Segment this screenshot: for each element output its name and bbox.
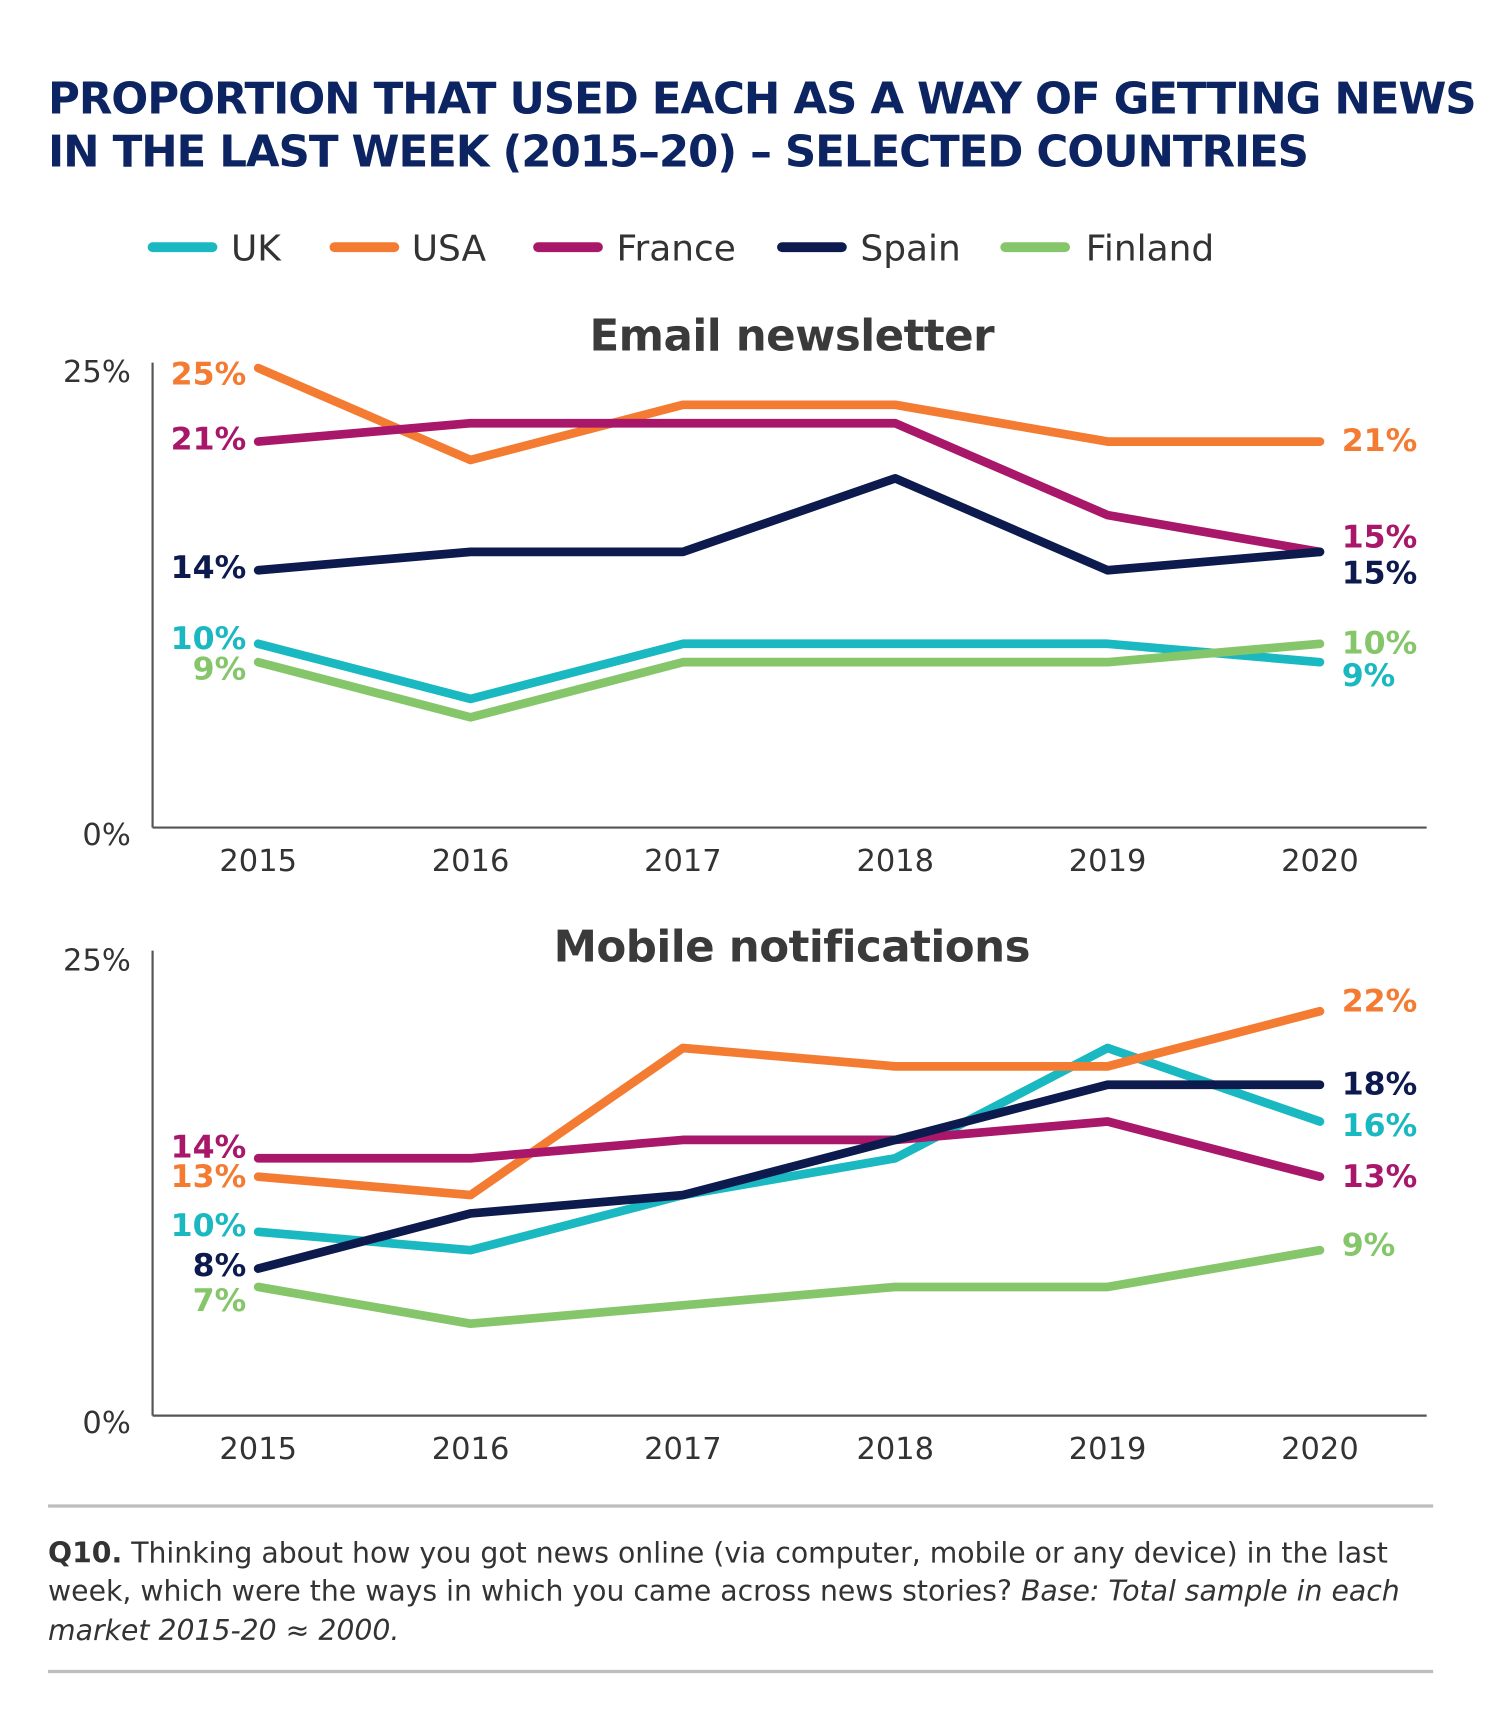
panel-email-newsletter: Email newsletter 25% 0% 2015 2016 2017 2018 201… — [63, 312, 1427, 879]
x-tick-label: 2019 — [1069, 1432, 1147, 1467]
x-tick-label: 2015 — [219, 844, 297, 879]
data-label-start-uk: 10% — [171, 1208, 247, 1244]
legend-label-france: France — [616, 228, 735, 269]
question-text: Thinking about how you got news online (… — [122, 1537, 1388, 1570]
data-label-start-spain: 14% — [171, 550, 247, 586]
y-tick-label: 25% — [63, 943, 131, 978]
x-tick-label: 2015 — [219, 1432, 297, 1467]
x-tick-label: 2017 — [644, 844, 722, 879]
question-text-cont: week, which were the ways in which you c… — [48, 1575, 1021, 1608]
data-label-end-usa: 21% — [1342, 423, 1418, 459]
data-label-start-finland: 7% — [193, 1283, 247, 1319]
data-label-end-finland: 10% — [1342, 625, 1418, 661]
series-line-uk — [253, 1043, 1325, 1255]
legend-label-spain: Spain — [860, 228, 960, 269]
footnote-line-3: market 2015-20 ≈ 2000. — [48, 1614, 399, 1647]
base-note: Base: Total sample in each — [1021, 1575, 1400, 1608]
data-label-start-finland: 9% — [193, 652, 247, 688]
data-label-start-usa: 25% — [171, 356, 247, 392]
x-tick-label: 2018 — [856, 844, 934, 879]
legend: UK USA France Spain Finland — [147, 228, 1214, 269]
legend-label-usa: USA — [412, 228, 487, 269]
panels: Email newsletter 25% 0% 2015 2016 2017 2018 201… — [63, 312, 1427, 1467]
x-tick-label: 2020 — [1281, 1432, 1359, 1467]
y-tick-label: 0% — [82, 1406, 130, 1441]
y-tick-label: 0% — [82, 818, 130, 853]
series-line-usa — [253, 363, 1325, 465]
data-label-end-france: 13% — [1342, 1159, 1418, 1195]
footnote-line-1: Q10. Thinking about how you got news onl… — [48, 1537, 1388, 1570]
data-label-end-uk: 16% — [1342, 1108, 1418, 1144]
data-label-start-france: 14% — [171, 1130, 247, 1166]
question-id: Q10. — [48, 1537, 122, 1570]
data-label-end-spain: 18% — [1342, 1066, 1418, 1102]
chart-title-line-2: IN THE LAST WEEK (2015–20) – SELECTED CO… — [48, 128, 1308, 178]
series-line-spain — [253, 1080, 1325, 1273]
series-line-finland — [253, 639, 1325, 722]
x-tick-label: 2018 — [856, 1432, 934, 1467]
series-line-france — [253, 1117, 1325, 1182]
chart-title-line-1: PROPORTION THAT USED EACH AS A WAY OF GE… — [48, 74, 1476, 124]
x-tick-label: 2020 — [1281, 844, 1359, 879]
data-label-start-uk: 10% — [171, 621, 247, 657]
series-line-spain — [253, 473, 1325, 575]
data-label-end-france: 15% — [1342, 520, 1418, 556]
data-label-end-usa: 22% — [1342, 984, 1418, 1020]
footnote-line-2: week, which were the ways in which you c… — [48, 1575, 1400, 1608]
series-line-usa — [253, 1006, 1325, 1200]
legend-label-finland: Finland — [1086, 228, 1214, 269]
series-line-uk — [253, 639, 1325, 704]
data-label-end-spain: 15% — [1342, 556, 1418, 592]
legend-label-uk: UK — [231, 228, 282, 269]
x-tick-label: 2016 — [432, 1432, 510, 1467]
data-label-end-finland: 9% — [1342, 1228, 1396, 1264]
series-line-france — [253, 418, 1325, 557]
x-tick-label: 2016 — [432, 844, 510, 879]
panel-mobile-notifications: Mobile notifications 25% 0% 2015 2016 2017 201… — [63, 923, 1427, 1467]
series-line-finland — [253, 1245, 1325, 1329]
panel-title: Mobile notifications — [554, 923, 1030, 973]
y-tick-label: 25% — [63, 355, 131, 390]
data-label-end-uk: 9% — [1342, 658, 1396, 694]
data-label-start-spain: 8% — [193, 1248, 247, 1284]
data-label-start-france: 21% — [171, 422, 247, 458]
data-label-start-usa: 13% — [171, 1159, 247, 1195]
panel-title: Email newsletter — [589, 312, 995, 362]
x-tick-label: 2019 — [1069, 844, 1147, 879]
x-tick-label: 2017 — [644, 1432, 722, 1467]
